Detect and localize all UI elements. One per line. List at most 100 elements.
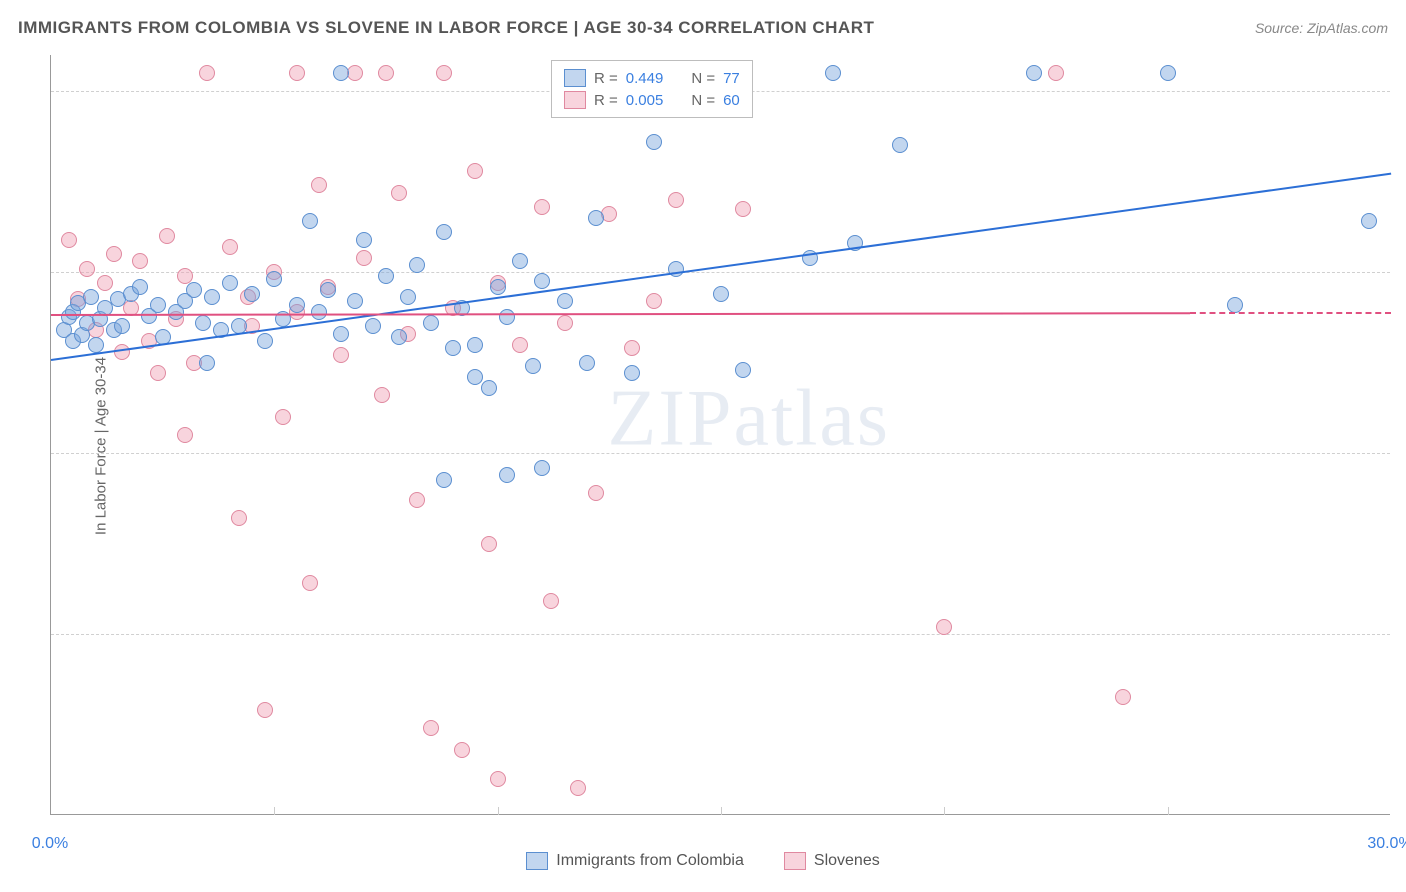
scatter-point <box>356 250 372 266</box>
x-tick <box>944 807 945 815</box>
scatter-point <box>311 177 327 193</box>
scatter-point <box>467 337 483 353</box>
scatter-point <box>266 271 282 287</box>
scatter-point <box>534 199 550 215</box>
scatter-point <box>1026 65 1042 81</box>
scatter-point <box>177 427 193 443</box>
r-value: 0.449 <box>626 70 664 87</box>
legend-item: Slovenes <box>784 852 880 870</box>
scatter-point <box>409 257 425 273</box>
scatter-point <box>436 224 452 240</box>
scatter-point <box>88 337 104 353</box>
scatter-point <box>231 510 247 526</box>
scatter-point <box>204 289 220 305</box>
scatter-point <box>289 297 305 313</box>
legend-label: Slovenes <box>814 852 880 870</box>
scatter-point <box>1115 689 1131 705</box>
scatter-point <box>222 275 238 291</box>
scatter-point <box>668 192 684 208</box>
scatter-point <box>467 163 483 179</box>
scatter-point <box>132 253 148 269</box>
scatter-point <box>1160 65 1176 81</box>
scatter-point <box>289 65 305 81</box>
scatter-point <box>445 340 461 356</box>
scatter-point <box>936 619 952 635</box>
n-value: 77 <box>723 70 740 87</box>
scatter-point <box>199 65 215 81</box>
scatter-point <box>557 293 573 309</box>
plot-area: ZIPatlas 70.0%80.0%90.0%100.0%R =0.449N … <box>50 55 1390 815</box>
scatter-point <box>490 279 506 295</box>
trend-line-dash <box>1190 312 1391 314</box>
watermark-text: ZIPatlas <box>607 374 890 465</box>
scatter-point <box>333 347 349 363</box>
scatter-point <box>114 318 130 334</box>
scatter-point <box>275 409 291 425</box>
scatter-point <box>735 362 751 378</box>
scatter-point <box>97 275 113 291</box>
scatter-point <box>646 134 662 150</box>
scatter-point <box>825 65 841 81</box>
scatter-point <box>892 137 908 153</box>
legend-swatch <box>564 69 586 87</box>
trend-line <box>51 173 1391 361</box>
scatter-point <box>400 289 416 305</box>
scatter-point <box>1048 65 1064 81</box>
legend-swatch <box>784 852 806 870</box>
series-legend: Immigrants from Colombia Slovenes <box>0 852 1406 870</box>
scatter-point <box>195 315 211 331</box>
source-attribution: Source: ZipAtlas.com <box>1255 20 1388 36</box>
stats-legend-row: R =0.005N =60 <box>564 89 740 111</box>
scatter-point <box>347 293 363 309</box>
scatter-point <box>499 467 515 483</box>
legend-swatch <box>564 91 586 109</box>
scatter-point <box>534 460 550 476</box>
scatter-point <box>481 536 497 552</box>
x-tick-label: 30.0% <box>1367 835 1406 853</box>
scatter-point <box>222 239 238 255</box>
scatter-point <box>132 279 148 295</box>
scatter-point <box>570 780 586 796</box>
scatter-point <box>490 771 506 787</box>
chart-container: IMMIGRANTS FROM COLOMBIA VS SLOVENE IN L… <box>0 0 1406 892</box>
scatter-point <box>61 232 77 248</box>
y-tick-label: 70.0% <box>1400 625 1406 643</box>
y-tick-label: 90.0% <box>1400 263 1406 281</box>
scatter-point <box>601 206 617 222</box>
legend-label: Immigrants from Colombia <box>556 852 744 870</box>
scatter-point <box>481 380 497 396</box>
scatter-point <box>257 702 273 718</box>
scatter-point <box>150 365 166 381</box>
scatter-point <box>106 246 122 262</box>
scatter-point <box>302 213 318 229</box>
scatter-point <box>588 210 604 226</box>
y-tick-label: 100.0% <box>1400 82 1406 100</box>
scatter-point <box>525 358 541 374</box>
scatter-point <box>423 315 439 331</box>
scatter-point <box>186 282 202 298</box>
scatter-point <box>333 65 349 81</box>
n-label: N = <box>691 70 715 87</box>
stats-legend: R =0.449N =77R =0.005N =60 <box>551 60 753 118</box>
scatter-point <box>624 365 640 381</box>
gridline-horizontal <box>51 272 1390 273</box>
x-tick <box>274 807 275 815</box>
chart-title: IMMIGRANTS FROM COLOMBIA VS SLOVENE IN L… <box>18 18 874 38</box>
scatter-point <box>356 232 372 248</box>
scatter-point <box>1227 297 1243 313</box>
scatter-point <box>467 369 483 385</box>
x-tick-label: 0.0% <box>32 835 68 853</box>
stats-legend-row: R =0.449N =77 <box>564 67 740 89</box>
scatter-point <box>378 65 394 81</box>
scatter-point <box>557 315 573 331</box>
trend-line <box>51 312 1190 316</box>
n-value: 60 <box>723 92 740 109</box>
scatter-point <box>199 355 215 371</box>
r-label: R = <box>594 92 618 109</box>
scatter-point <box>391 185 407 201</box>
n-label: N = <box>691 92 715 109</box>
scatter-point <box>499 309 515 325</box>
scatter-point <box>1361 213 1377 229</box>
scatter-point <box>391 329 407 345</box>
gridline-horizontal <box>51 453 1390 454</box>
